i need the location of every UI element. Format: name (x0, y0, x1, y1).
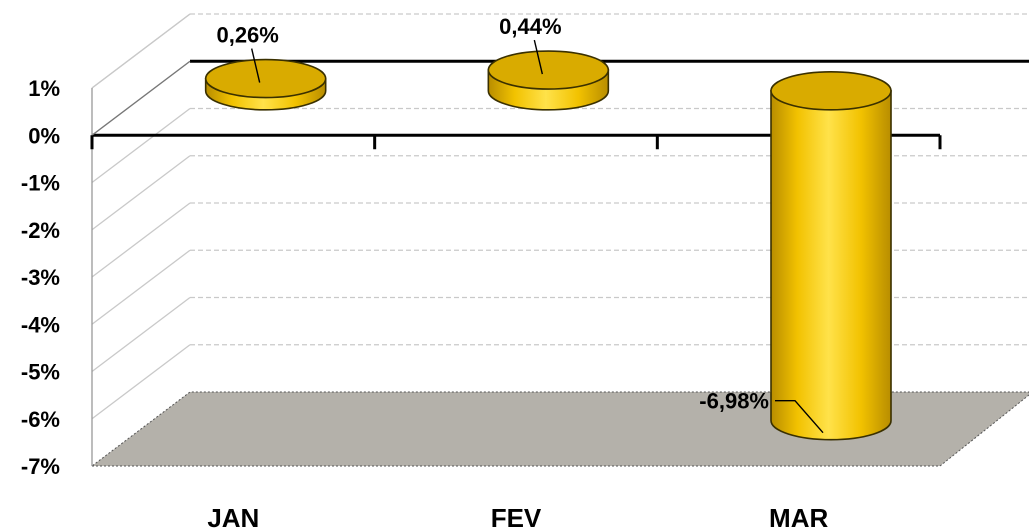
y-tick-label: -7% (21, 454, 60, 479)
chart-bars (204, 50, 892, 441)
bar-top (770, 71, 892, 111)
y-tick-label: -6% (21, 407, 60, 432)
gridline-side (91, 13, 191, 89)
gridline-side (91, 344, 191, 420)
bar-top (487, 50, 610, 90)
gridline-side (91, 202, 191, 278)
zero-line-side (91, 60, 191, 136)
y-tick-label: -4% (21, 312, 60, 337)
bar-body (770, 90, 892, 441)
y-tick-label: -3% (21, 265, 60, 290)
data-label: 0,44% (499, 14, 561, 39)
y-tick-label: 1% (28, 76, 60, 101)
data-label-leader (775, 399, 824, 434)
bar-top (204, 58, 327, 99)
bar-cylinder (770, 71, 892, 441)
bar-cylinder (204, 58, 327, 111)
data-label: -6,98% (699, 389, 769, 414)
chart-labels: 1% 0% -1% -2% -3% -4% -5% -6% -7% JAN FEV MAR 0,26% 0… (21, 14, 829, 532)
x-category-label: JAN (207, 503, 259, 532)
x-category-label: FEV (491, 503, 542, 532)
gridline-side (91, 249, 191, 325)
data-label-leader (250, 48, 261, 83)
y-tick-label: -5% (21, 360, 60, 385)
gridline-side (91, 107, 191, 184)
data-label: 0,26% (216, 23, 278, 48)
x-category-label: MAR (769, 503, 828, 532)
y-tick-label: -2% (21, 218, 60, 243)
gridline-side (91, 155, 191, 231)
gridline-side (91, 296, 191, 373)
data-label-leader (533, 39, 544, 75)
y-tick-label: -1% (21, 171, 60, 196)
bar-cylinder (487, 50, 610, 111)
y-tick-label: 0% (28, 123, 60, 148)
